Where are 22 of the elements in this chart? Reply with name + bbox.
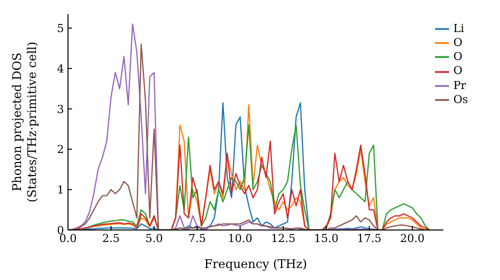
legend-label: Pr	[453, 78, 466, 92]
x-tick-label: 17.5	[357, 232, 382, 245]
x-tick-label: 7.5	[188, 232, 206, 245]
y-axis-title: Phonon projected DOS (States/THz·primitive cell)	[10, 42, 39, 202]
legend-label: O	[453, 50, 462, 64]
x-tick-label: 10.0	[228, 232, 252, 245]
line-series	[76, 140, 430, 230]
y-tick-label: 2	[57, 143, 64, 156]
x-tick-label: 2.5	[102, 232, 120, 245]
legend-label: O	[453, 64, 462, 78]
y-tick-label: 4	[57, 62, 64, 76]
x-axis-title: Frequency (THz)	[204, 257, 308, 271]
legend-label: Os	[453, 92, 468, 106]
legend-label: O	[453, 36, 462, 50]
x-tick-label: 12.5	[270, 232, 296, 245]
y-tick-label: 3	[57, 102, 64, 116]
x-tick-label: 15.0	[314, 232, 339, 245]
x-tick-label: 20.0	[400, 232, 425, 245]
y-tick-label: 5	[57, 22, 64, 36]
legend-label: Li	[453, 22, 464, 35]
x-tick-label: 5.0	[145, 232, 163, 245]
y-tick-label: 1	[57, 184, 64, 197]
